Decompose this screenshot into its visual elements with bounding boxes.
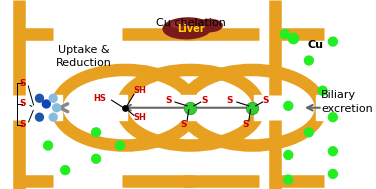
Point [306, 59, 312, 62]
Text: Uptake &
Reduction: Uptake & Reduction [56, 45, 112, 68]
Ellipse shape [171, 21, 192, 28]
Bar [316, 95, 329, 120]
Bar [113, 95, 127, 120]
Point [93, 131, 99, 134]
Text: Biliary
excretion: Biliary excretion [321, 91, 373, 114]
Bar [189, 95, 203, 120]
Text: Liver: Liver [177, 24, 204, 34]
Text: S: S [227, 96, 233, 105]
Text: Cu: Cu [307, 40, 323, 50]
Text: S: S [201, 96, 208, 105]
Point [50, 116, 56, 119]
Text: SH: SH [134, 86, 147, 95]
Point [282, 33, 288, 36]
Point [93, 157, 99, 160]
Point [306, 131, 312, 134]
Point [50, 97, 56, 100]
Text: S: S [19, 99, 26, 108]
Text: S: S [19, 79, 26, 88]
Point [285, 178, 291, 181]
Text: HS: HS [94, 94, 106, 103]
Point [122, 106, 128, 109]
Ellipse shape [163, 18, 211, 39]
Point [54, 106, 60, 109]
Text: S: S [180, 120, 187, 129]
Point [43, 102, 49, 105]
Point [330, 150, 336, 153]
Point [285, 153, 291, 156]
Bar [254, 95, 268, 120]
Text: S: S [19, 120, 26, 129]
Bar [48, 95, 62, 120]
Point [290, 36, 296, 39]
Point [45, 144, 51, 147]
Point [330, 116, 336, 119]
Point [249, 106, 255, 109]
Text: S: S [263, 96, 269, 105]
Point [320, 89, 326, 92]
Point [36, 116, 42, 119]
Bar [175, 95, 189, 120]
Point [330, 172, 336, 175]
Text: SH: SH [134, 113, 147, 122]
Point [117, 144, 123, 147]
Point [36, 97, 42, 100]
Text: Cu chelation: Cu chelation [156, 18, 225, 28]
Ellipse shape [197, 19, 222, 32]
Point [285, 104, 291, 107]
Point [188, 106, 194, 109]
Text: S: S [165, 96, 171, 105]
Point [330, 40, 336, 43]
Text: S: S [242, 120, 249, 129]
Point [62, 169, 68, 172]
